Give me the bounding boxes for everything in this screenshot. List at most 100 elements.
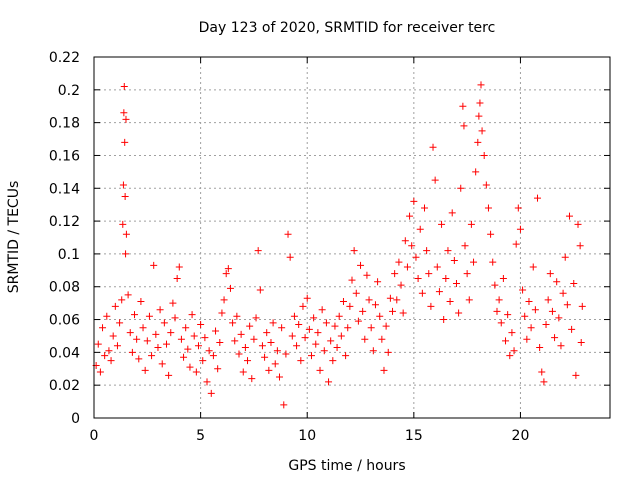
data-point <box>438 220 446 228</box>
data-point <box>156 306 164 314</box>
data-point <box>382 322 390 330</box>
data-point <box>160 319 168 327</box>
data-point <box>203 378 211 386</box>
data-point <box>267 339 275 347</box>
data-point <box>126 329 134 337</box>
data-point <box>139 324 147 332</box>
data-point <box>131 311 139 319</box>
data-point <box>162 340 170 348</box>
data-point <box>177 335 185 343</box>
data-point <box>325 378 333 386</box>
data-point <box>109 332 117 340</box>
data-point <box>301 334 309 342</box>
data-point <box>544 296 552 304</box>
data-point <box>363 271 371 279</box>
data-point <box>348 276 356 284</box>
data-point <box>531 306 539 314</box>
data-point <box>350 247 358 255</box>
data-point <box>284 230 292 238</box>
data-point <box>199 357 207 365</box>
data-point <box>180 353 188 361</box>
data-point <box>561 253 569 261</box>
data-point <box>229 319 237 327</box>
data-point <box>133 335 141 343</box>
data-point <box>546 270 554 278</box>
data-point <box>538 368 546 376</box>
data-point <box>435 288 443 296</box>
y-tick-label: 0 <box>71 411 80 427</box>
data-point <box>361 335 369 343</box>
data-point <box>137 297 145 305</box>
data-point <box>514 204 522 212</box>
data-point <box>224 265 232 273</box>
data-point <box>577 339 585 347</box>
data-point <box>489 258 497 266</box>
data-point <box>367 324 375 332</box>
data-point <box>406 212 414 220</box>
data-point <box>154 343 162 351</box>
data-point <box>342 352 350 360</box>
data-point <box>120 83 128 91</box>
data-point <box>297 357 305 365</box>
data-point <box>226 284 234 292</box>
data-point <box>121 192 129 200</box>
data-point <box>442 275 450 283</box>
data-point <box>416 225 424 233</box>
data-point <box>399 309 407 317</box>
data-point <box>576 242 584 250</box>
data-point <box>258 342 266 350</box>
data-point <box>120 109 128 117</box>
data-point <box>222 270 230 278</box>
data-point <box>99 324 107 332</box>
data-point <box>357 261 365 269</box>
data-point <box>403 263 411 271</box>
data-point <box>124 291 132 299</box>
data-point <box>557 342 565 350</box>
data-point <box>158 360 166 368</box>
data-point <box>475 112 483 120</box>
data-point <box>504 311 512 319</box>
data-point <box>384 348 392 356</box>
data-point <box>212 327 220 335</box>
data-point <box>331 322 339 330</box>
data-point <box>559 289 567 297</box>
data-point <box>414 275 422 283</box>
data-point <box>276 373 284 381</box>
data-point <box>167 329 175 337</box>
data-point <box>578 302 586 310</box>
data-point <box>119 220 127 228</box>
data-point <box>465 296 473 304</box>
data-point <box>371 301 379 309</box>
data-point <box>250 335 258 343</box>
data-point <box>455 309 463 317</box>
data-point <box>516 225 524 233</box>
x-tick-label: 15 <box>405 428 423 444</box>
data-point <box>148 352 156 360</box>
data-point <box>145 312 153 320</box>
data-point <box>457 184 465 192</box>
data-point <box>101 352 109 360</box>
data-point <box>339 297 347 305</box>
data-point <box>352 289 360 297</box>
x-tick-label: 20 <box>512 428 530 444</box>
data-point <box>305 325 313 333</box>
data-point <box>186 363 194 371</box>
data-point <box>570 279 578 287</box>
data-point <box>529 263 537 271</box>
data-point <box>478 127 486 135</box>
data-point <box>502 337 510 345</box>
data-point <box>150 261 158 269</box>
data-point <box>359 307 367 315</box>
data-point <box>278 324 286 332</box>
chart-title: Day 123 of 2020, SRMTID for receiver ter… <box>199 20 496 36</box>
data-point <box>244 357 252 365</box>
data-point <box>286 253 294 261</box>
data-point <box>295 320 303 328</box>
data-point <box>444 247 452 255</box>
data-point <box>94 340 102 348</box>
data-point <box>192 368 200 376</box>
data-point <box>467 220 475 228</box>
data-point <box>122 115 130 123</box>
data-point <box>536 343 544 351</box>
